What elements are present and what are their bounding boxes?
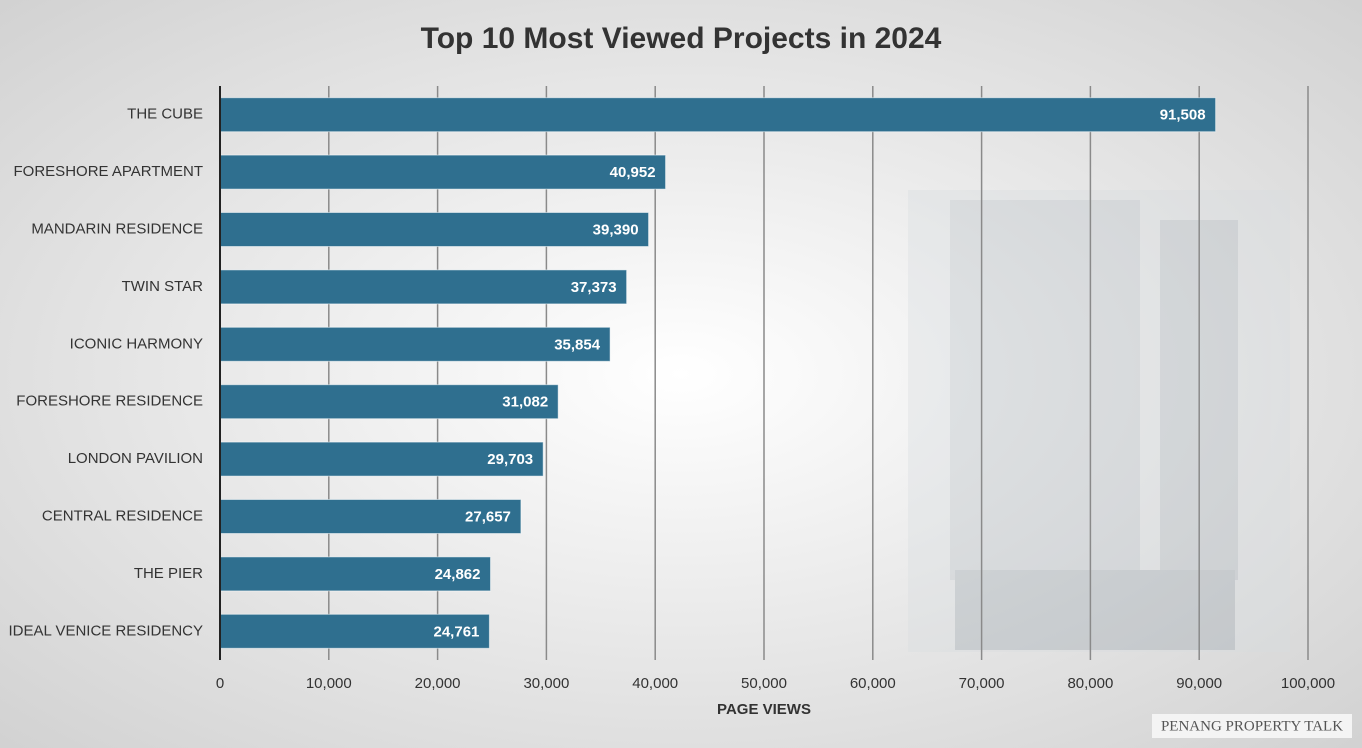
y-tick-label: IDEAL VENICE RESIDENCY bbox=[9, 622, 204, 639]
x-tick-label: 30,000 bbox=[523, 675, 569, 692]
x-tick-label: 100,000 bbox=[1281, 675, 1335, 692]
x-tick-label: 0 bbox=[216, 675, 224, 692]
y-tick-label: TWIN STAR bbox=[122, 278, 204, 295]
x-tick-label: 80,000 bbox=[1067, 675, 1113, 692]
y-tick-label: FORESHORE RESIDENCE bbox=[16, 393, 203, 410]
y-tick-label: MANDARIN RESIDENCE bbox=[31, 220, 203, 237]
y-tick-label: THE PIER bbox=[134, 565, 203, 582]
bar bbox=[219, 613, 490, 649]
y-tick-label: ICONIC HARMONY bbox=[70, 335, 203, 352]
bar bbox=[219, 97, 1217, 133]
building-image bbox=[908, 190, 1290, 652]
value-label: 37,373 bbox=[571, 279, 617, 296]
value-label: 31,082 bbox=[502, 394, 548, 411]
x-tick-label: 50,000 bbox=[741, 675, 787, 692]
x-tick-label: 70,000 bbox=[959, 675, 1005, 692]
value-label: 29,703 bbox=[487, 451, 533, 468]
y-tick-label: CENTRAL RESIDENCE bbox=[42, 507, 203, 524]
bar bbox=[219, 384, 559, 420]
x-tick-label: 90,000 bbox=[1176, 675, 1222, 692]
bar bbox=[219, 269, 628, 305]
x-tick-label: 60,000 bbox=[850, 675, 896, 692]
chart-title: Top 10 Most Viewed Projects in 2024 bbox=[421, 22, 942, 55]
x-tick-label: 40,000 bbox=[632, 675, 678, 692]
watermark: PENANG PROPERTY TALK bbox=[1161, 718, 1343, 734]
bar bbox=[219, 556, 491, 592]
bar bbox=[219, 441, 544, 477]
value-label: 39,390 bbox=[593, 221, 639, 238]
bar bbox=[219, 212, 650, 247]
bar bbox=[219, 326, 611, 362]
watermark-box bbox=[1152, 714, 1352, 738]
y-tick-label: LONDON PAVILION bbox=[68, 450, 203, 467]
x-axis-label: PAGE VIEWS bbox=[717, 701, 811, 718]
value-label: 24,862 bbox=[435, 566, 481, 583]
y-tick-label: FORESHORE APARTMENT bbox=[14, 163, 203, 180]
y-tick-label: THE CUBE bbox=[127, 106, 203, 123]
bar bbox=[219, 499, 522, 534]
x-tick-label: 10,000 bbox=[306, 675, 352, 692]
value-label: 27,657 bbox=[465, 508, 511, 525]
x-tick-label: 20,000 bbox=[415, 675, 461, 692]
value-label: 40,952 bbox=[610, 164, 656, 181]
value-label: 91,508 bbox=[1160, 107, 1206, 124]
value-label: 35,854 bbox=[554, 336, 601, 353]
value-label: 24,761 bbox=[434, 623, 480, 640]
bar bbox=[219, 154, 667, 190]
